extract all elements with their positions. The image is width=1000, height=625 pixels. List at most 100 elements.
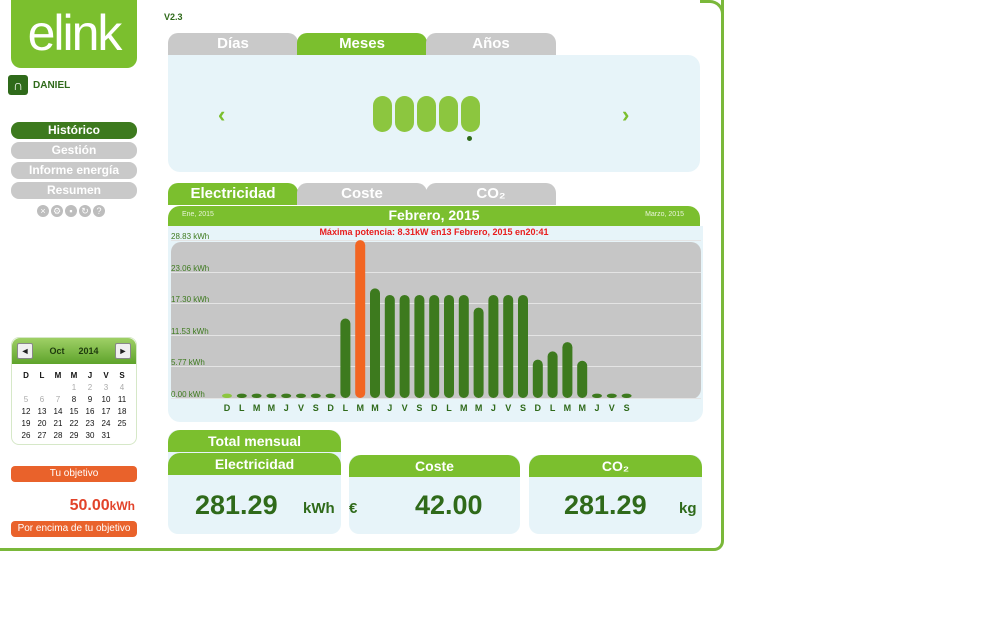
user-info: ∩ DANIEL xyxy=(8,75,70,95)
tab-anos[interactable]: Años xyxy=(426,33,556,55)
tab-electricidad[interactable]: Electricidad xyxy=(168,183,298,205)
frame-corner xyxy=(700,0,724,24)
max-power-note: Máxima potencia: 8.31kW en13 Febrero, 20… xyxy=(319,227,549,237)
goal-status: Por encima de tu objetivo xyxy=(11,521,137,537)
slider-pill[interactable] xyxy=(461,96,480,132)
calendar: ◄ Oct 2014 ► D L M M J V S 1 2 3 4 5 6 7 8 9 10 11 12 13 14 1… xyxy=(11,337,137,445)
calendar-day[interactable]: 14 xyxy=(53,407,63,416)
y-tick-label: 0.00 kWh xyxy=(171,390,205,399)
tab-dias[interactable]: Días xyxy=(168,33,298,55)
chart-title: Febrero, 2015 xyxy=(388,207,480,223)
nav-resumen[interactable]: Resumen xyxy=(11,182,137,199)
calendar-dow: V xyxy=(103,371,109,380)
slider-pill[interactable] xyxy=(439,96,458,132)
chart-next-month[interactable]: Marzo, 2015 xyxy=(645,211,684,218)
calendar-day[interactable]: 1 xyxy=(71,383,77,392)
calendar-day[interactable]: 5 xyxy=(23,395,29,404)
calendar-dow: S xyxy=(119,371,125,380)
slider-pill[interactable] xyxy=(373,96,392,132)
calendar-day[interactable]: 26 xyxy=(21,431,31,440)
y-tick-label: 5.77 kWh xyxy=(171,358,205,368)
calendar-day[interactable]: 30 xyxy=(85,431,95,440)
calendar-month[interactable]: Oct xyxy=(49,346,65,356)
calendar-day[interactable]: 13 xyxy=(37,407,47,416)
nav-historico[interactable]: Histórico xyxy=(11,122,137,139)
elink-logo[interactable]: elink xyxy=(11,0,137,68)
calendar-day[interactable]: 29 xyxy=(69,431,79,440)
calendar-dow: M xyxy=(70,371,78,380)
calendar-day[interactable]: 22 xyxy=(69,419,79,428)
calendar-day[interactable]: 19 xyxy=(21,419,31,428)
calendar-day[interactable]: 12 xyxy=(21,407,31,416)
calendar-header: ◄ Oct 2014 ► xyxy=(12,338,136,364)
calendar-day[interactable]: 28 xyxy=(53,431,63,440)
chart-gridline xyxy=(171,271,701,273)
calendar-day[interactable]: 21 xyxy=(53,419,63,428)
period-slider[interactable] xyxy=(373,96,480,132)
calendar-day[interactable]: 10 xyxy=(101,395,111,404)
total-monthly-label: Total mensual xyxy=(168,430,341,452)
electricity-unit: kWh xyxy=(303,500,335,517)
metric-tabs: Electricidad Coste CO₂ xyxy=(168,183,556,205)
nav-informe-energia[interactable]: Informe energía xyxy=(11,162,137,179)
goal-value: 50.00kWh xyxy=(11,497,137,515)
calendar-next-button[interactable]: ► xyxy=(114,343,131,359)
tab-co2[interactable]: CO₂ xyxy=(426,183,556,205)
y-tick-label: 23.06 kWh xyxy=(171,263,210,273)
calendar-prev-button[interactable]: ◄ xyxy=(17,343,33,359)
help-icon[interactable]: ? xyxy=(93,205,105,217)
goal-unit: kWh xyxy=(109,499,135,513)
co2-label: CO₂ xyxy=(529,455,702,477)
calendar-day[interactable]: 8 xyxy=(71,395,77,404)
print-icon[interactable]: ▪ xyxy=(65,205,77,217)
settings-icon[interactable]: ⚙ xyxy=(51,205,63,217)
calendar-day[interactable]: 6 xyxy=(39,395,45,404)
cost-label: Coste xyxy=(349,455,520,477)
calendar-day[interactable]: 18 xyxy=(117,407,127,416)
tab-meses[interactable]: Meses xyxy=(297,33,427,55)
y-tick-label: 28.83 kWh xyxy=(171,232,210,241)
calendar-day[interactable]: 25 xyxy=(117,419,127,428)
user-name: DANIEL xyxy=(33,79,71,91)
calendar-day[interactable]: 2 xyxy=(87,383,93,392)
calendar-day[interactable]: 3 xyxy=(103,383,109,392)
calendar-day[interactable]: 9 xyxy=(87,395,93,404)
y-tick-label: 17.30 kWh xyxy=(171,295,210,305)
calendar-day[interactable]: 15 xyxy=(69,407,79,416)
chart-header: Ene, 2015 Febrero, 2015 Marzo, 2015 xyxy=(168,206,700,226)
calendar-day[interactable]: 16 xyxy=(85,407,95,416)
calendar-day[interactable]: 20 xyxy=(37,419,47,428)
next-period-icon[interactable]: › xyxy=(622,102,630,127)
calendar-year[interactable]: 2014 xyxy=(78,346,99,356)
calendar-day xyxy=(50,383,66,393)
chart-prev-month[interactable]: Ene, 2015 xyxy=(182,211,214,218)
calendar-title: Oct 2014 xyxy=(49,346,98,356)
calendar-day[interactable]: 31 xyxy=(101,431,111,440)
calendar-day[interactable]: 17 xyxy=(101,407,111,416)
calendar-dow: D xyxy=(23,371,29,380)
calendar-day[interactable]: 23 xyxy=(85,419,95,428)
nav-gestion[interactable]: Gestión xyxy=(11,142,137,159)
tab-coste[interactable]: Coste xyxy=(297,183,427,205)
calendar-grid: D L M M J V S 1 2 3 4 5 6 7 8 9 10 11 12 13 14 15 16 17 18 19 20 21… xyxy=(12,371,136,441)
calendar-day[interactable]: 27 xyxy=(37,431,47,440)
period-tabs: Días Meses Años xyxy=(168,33,556,55)
calendar-day[interactable]: 4 xyxy=(119,383,125,392)
prev-period-icon[interactable]: ‹ xyxy=(218,102,226,127)
refresh-icon[interactable]: ↻ xyxy=(79,205,91,217)
slider-pill[interactable] xyxy=(417,96,436,132)
goal-label: Tu objetivo xyxy=(11,466,137,482)
co2-value: 281.29 xyxy=(564,490,647,520)
cost-unit: € xyxy=(349,500,358,517)
chart-gridline xyxy=(171,398,701,399)
goal-widget: Tu objetivo 50.00kWh Por encima de tu ob… xyxy=(11,466,137,537)
electricity-value: 281.29 xyxy=(195,490,278,520)
calendar-dow: M xyxy=(54,371,62,380)
calendar-day[interactable]: 24 xyxy=(101,419,111,428)
goal-number: 50.00 xyxy=(69,497,110,514)
calendar-day[interactable]: 7 xyxy=(55,395,61,404)
close-icon[interactable]: × xyxy=(37,205,49,217)
slider-pill[interactable] xyxy=(395,96,414,132)
chart-gridline xyxy=(171,334,701,336)
calendar-day[interactable]: 11 xyxy=(117,395,127,404)
